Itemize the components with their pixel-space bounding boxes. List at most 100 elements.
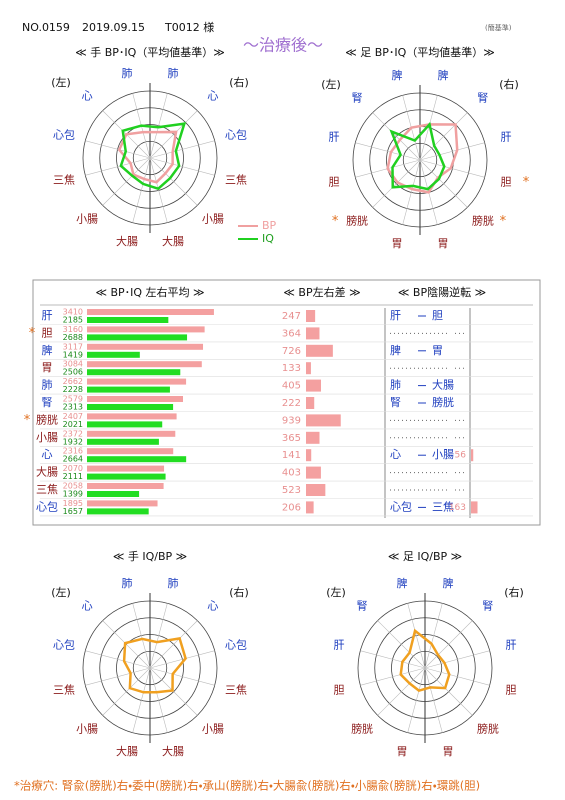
axis-label: 胆 bbox=[329, 176, 340, 189]
diff-value: 364 bbox=[282, 328, 301, 339]
column-header: ≪ BP･IQ 左右平均 ≫ bbox=[95, 285, 204, 299]
axis-label: 大腸 bbox=[162, 744, 184, 758]
spoke bbox=[360, 667, 426, 686]
spoke bbox=[419, 142, 485, 161]
axis-label: 心 bbox=[207, 89, 218, 102]
axis-label: 脾 bbox=[391, 68, 402, 82]
radar-title: ≪ 足 BP･IQ（平均値基準）≫ bbox=[345, 45, 495, 59]
axis-label: 膀胱 bbox=[472, 214, 494, 228]
axis-label: 肝 bbox=[329, 130, 340, 143]
reversal-yang: 胃 bbox=[432, 344, 443, 357]
diff-value: 206 bbox=[282, 502, 301, 513]
axis-label: 心包 bbox=[53, 637, 75, 651]
spoke bbox=[149, 157, 168, 223]
axis-label: 腎 bbox=[482, 599, 493, 612]
spoke bbox=[149, 650, 215, 669]
organ-note: * bbox=[24, 413, 31, 428]
spoke bbox=[355, 142, 421, 161]
spoke bbox=[149, 620, 198, 669]
axis-label: 大腸 bbox=[162, 234, 184, 248]
diff-value: 222 bbox=[282, 398, 301, 409]
axis-label: 心包 bbox=[225, 637, 247, 651]
axis-label: 膀胱 bbox=[351, 722, 373, 736]
iq-value: 2185 bbox=[63, 316, 83, 325]
iq-value: 2313 bbox=[63, 403, 83, 412]
organ: 肝 bbox=[42, 309, 53, 322]
organ: 心 bbox=[42, 448, 53, 461]
diff-bar bbox=[306, 414, 341, 427]
radar-title: ≪ 手 IQ/BP ≫ bbox=[113, 549, 187, 563]
bp-bar bbox=[87, 343, 204, 350]
iq-bar bbox=[87, 369, 181, 376]
iq-value: 1419 bbox=[63, 350, 83, 359]
axis-label: 肺 bbox=[121, 67, 132, 80]
axis-label: 胃 bbox=[438, 237, 449, 250]
radar-series bbox=[399, 628, 451, 693]
side-label: (左) bbox=[51, 76, 71, 89]
reversal-yang: 胆 bbox=[432, 309, 443, 322]
spoke bbox=[149, 110, 198, 159]
diff-bar bbox=[306, 362, 311, 375]
radar-series bbox=[122, 636, 187, 694]
side-label: (右) bbox=[504, 585, 524, 599]
organ: 三焦 bbox=[36, 483, 58, 496]
iq-value: 1657 bbox=[63, 507, 83, 516]
bp-value: 2372 bbox=[63, 429, 83, 438]
radar-series bbox=[386, 123, 459, 194]
diff-value: 141 bbox=[282, 450, 301, 461]
side-label: (右) bbox=[229, 585, 249, 599]
diff-bar bbox=[306, 501, 314, 514]
axis-label: 脾 bbox=[443, 576, 454, 590]
axis-label: 胆 bbox=[334, 684, 345, 697]
axis-label: 心包 bbox=[53, 127, 75, 141]
reversal-bar bbox=[471, 501, 478, 514]
side-label: (左) bbox=[321, 78, 341, 91]
axis-label: 腎 bbox=[357, 599, 368, 612]
bp-bar bbox=[87, 413, 177, 420]
record-number: NO.0159 bbox=[22, 21, 70, 34]
axis-label: 胃 bbox=[396, 745, 407, 758]
spoke bbox=[419, 112, 468, 161]
diff-value: 523 bbox=[282, 485, 301, 496]
spoke bbox=[149, 140, 215, 159]
iq-bar bbox=[87, 386, 170, 393]
side-label: (左) bbox=[51, 586, 71, 599]
axis-label: 膀胱 bbox=[346, 214, 368, 228]
axis-note: * bbox=[523, 175, 530, 190]
iq-bar bbox=[87, 404, 174, 410]
organ: 小腸 bbox=[36, 431, 58, 444]
legend-label: IQ bbox=[262, 232, 274, 245]
date: 2019.09.15 bbox=[82, 21, 145, 34]
diff-bar bbox=[306, 344, 333, 357]
axis-label: 小腸 bbox=[202, 213, 224, 226]
radar-title: ≪ 手 BP･IQ（平均値基準）≫ bbox=[75, 45, 225, 59]
axis-label: 三焦 bbox=[53, 684, 75, 697]
axis-label: 肺 bbox=[168, 577, 179, 590]
side-label: (左) bbox=[326, 586, 346, 599]
iq-bar bbox=[87, 508, 149, 515]
diff-value: 247 bbox=[282, 311, 301, 322]
organ: 腎 bbox=[42, 396, 53, 409]
axis-label: 小腸 bbox=[76, 213, 98, 226]
bp-bar bbox=[87, 378, 187, 385]
bp-value: 3410 bbox=[63, 308, 83, 317]
bp-bar bbox=[87, 465, 165, 472]
reversal-yin: 肝 bbox=[390, 309, 401, 322]
side-label: (右) bbox=[499, 77, 519, 91]
iq-bar bbox=[87, 334, 188, 341]
axis-label: 心包 bbox=[225, 127, 247, 141]
axis-label: 脾 bbox=[396, 576, 407, 590]
iq-value: 2506 bbox=[63, 368, 83, 377]
axis-label: 心 bbox=[207, 599, 218, 612]
spoke bbox=[419, 159, 485, 178]
spoke bbox=[149, 157, 198, 206]
side-label: (右) bbox=[229, 75, 249, 89]
diff-value: 405 bbox=[282, 381, 301, 392]
spoke bbox=[149, 157, 215, 176]
axis-label: 膀胱 bbox=[477, 722, 499, 736]
iq-bar bbox=[87, 491, 140, 497]
reversal-yin: 脾 bbox=[390, 343, 401, 357]
diff-bar bbox=[306, 466, 321, 479]
spoke bbox=[360, 650, 426, 669]
organ: 膀胱 bbox=[36, 412, 58, 426]
